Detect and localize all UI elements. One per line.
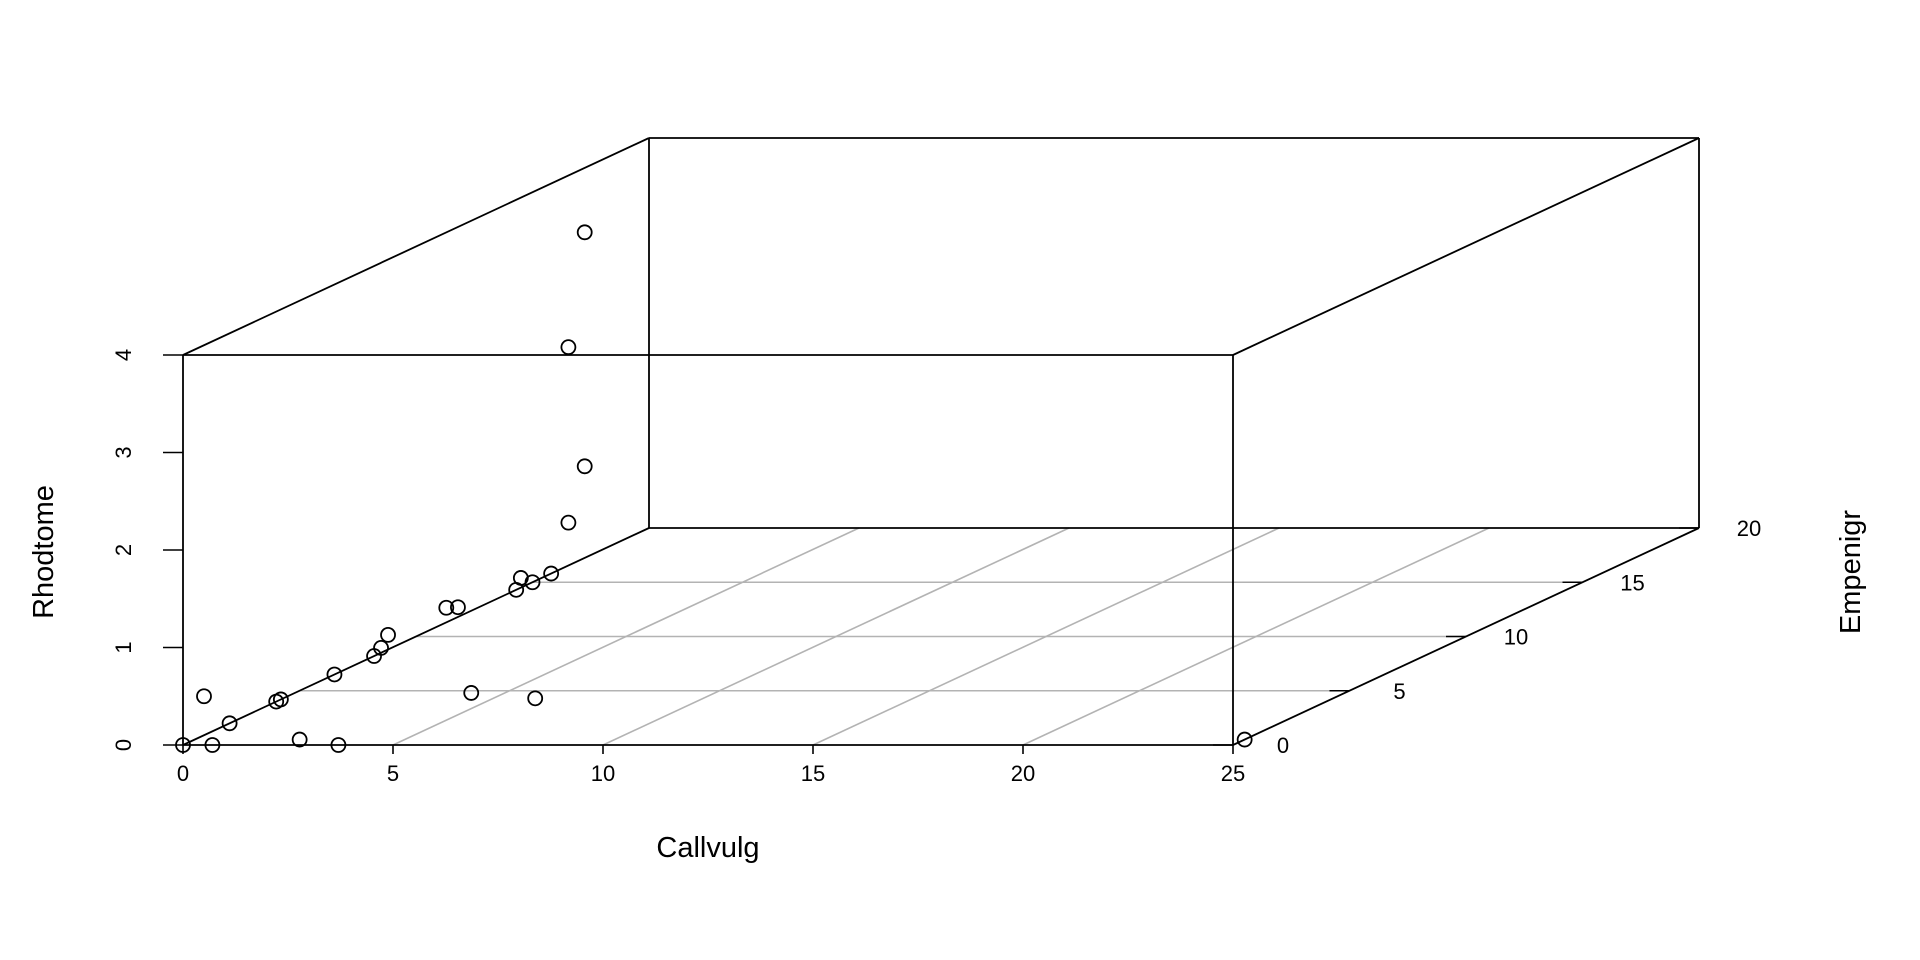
data-point [524,574,541,591]
x-tick-label: 10 [591,761,615,786]
data-point [576,458,593,475]
box-edge [182,527,650,746]
x-tick-label: 20 [1011,761,1035,786]
z-tick-label: 3 [111,446,136,458]
y-axis-title: Empenigr [1835,510,1867,634]
data-point [527,690,544,707]
data-points [175,224,1253,753]
z-tick-label: 4 [111,349,136,361]
data-point [438,599,455,616]
data-point [1236,731,1253,748]
y-tick-label: 15 [1620,570,1644,595]
z-tick-label: 1 [111,641,136,653]
data-point [543,565,560,582]
data-point [196,688,212,705]
axis-ticks: 0 5 10 15 20 25 0 1 2 3 4 0 5 10 15 20 [111,349,1761,786]
z-tick-label: 2 [111,544,136,556]
data-point [330,737,347,753]
data-point [204,737,221,753]
y-tick-label: 20 [1737,516,1761,541]
x-tick-label: 25 [1221,761,1245,786]
z-tick-label: 0 [111,739,136,751]
data-point [560,514,577,531]
x-axis-title: Callvulg [656,832,759,864]
data-point [175,737,191,753]
data-point [463,685,480,701]
floor-grid [299,527,1583,746]
data-point [373,640,389,656]
x-tick-label: 15 [801,761,825,786]
x-tick-label: 0 [177,761,189,786]
data-point [560,339,577,356]
data-point [291,731,308,748]
data-point [576,224,593,241]
data-point [380,626,396,643]
data-point [450,599,466,616]
z-axis-title: Rhodtome [28,485,60,619]
y-tick-label: 0 [1277,733,1289,758]
data-point [272,691,289,708]
y-tick-label: 10 [1504,625,1528,650]
box-edge [1232,137,1700,356]
data-point [326,666,343,683]
y-tick-label: 5 [1393,679,1405,704]
data-point [221,715,238,732]
box-edge [182,137,650,356]
plot-box [182,137,1700,746]
x-tick-label: 5 [387,761,399,786]
